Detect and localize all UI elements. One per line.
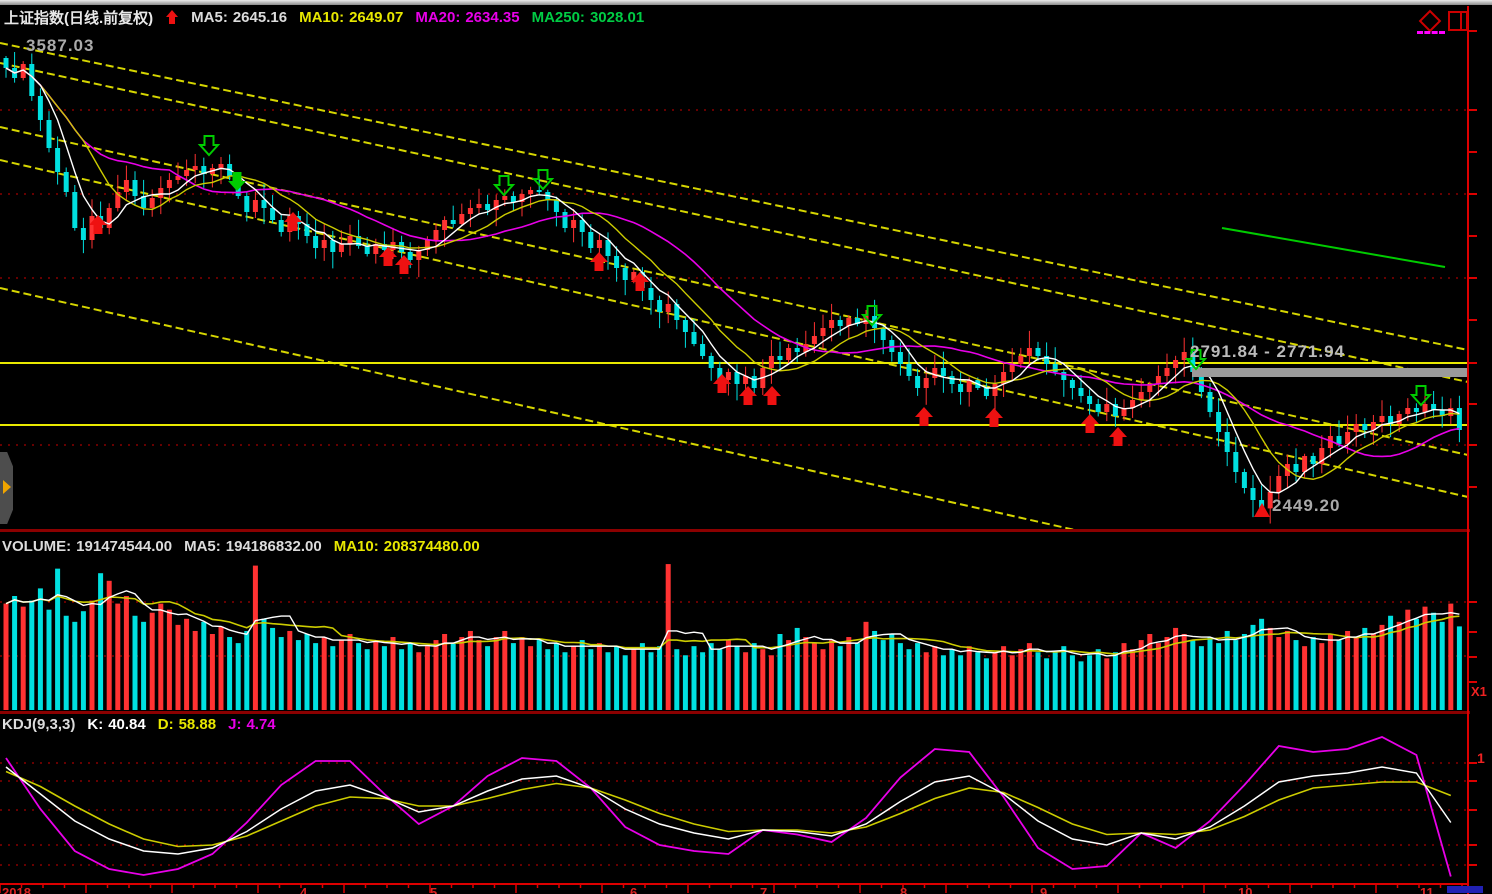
legend-vol-ma10-value: 208374480.00 — [383, 537, 480, 555]
date-axis-label-fragment: 6 — [630, 886, 638, 894]
price-label-high: 3587.03 — [26, 36, 95, 55]
legend-volume: VOLUME: 191474544.00 — [2, 538, 172, 555]
legend-vol-ma5-value: 194186832.00 — [225, 537, 322, 555]
legend-j: J: 4.74 — [228, 716, 276, 733]
window-tool-icon-divider — [1460, 13, 1462, 29]
date-axis-label-fragment: 9 — [1040, 886, 1048, 894]
legend-volume-label: VOLUME: — [2, 537, 72, 555]
legend-k: K: 40.84 — [87, 716, 145, 733]
kdj-header: KDJ(9,3,3) K: 40.84 D: 58.88 J: 4.74 — [2, 714, 276, 734]
expand-arrow-icon — [3, 480, 11, 494]
legend-ma20-value: 2634.35 — [465, 8, 520, 26]
legend-ma250: MA250: 3028.01 — [532, 9, 645, 26]
up-arrow-icon — [166, 10, 179, 24]
legend-j-label: J: — [228, 715, 242, 733]
legend-d-value: 58.88 — [178, 715, 217, 733]
window-tool-icon[interactable] — [1448, 11, 1468, 31]
legend-ma10: MA10: 2649.07 — [299, 9, 403, 26]
date-axis-label-fragment: 5 — [430, 886, 438, 894]
legend-vol-ma10-label: MA10: — [333, 537, 379, 555]
magenta-dash-legend-icon — [1417, 31, 1445, 34]
kdj-indicator-name: KDJ(9,3,3) — [2, 715, 76, 733]
legend-ma5: MA5: 2645.16 — [191, 9, 287, 26]
legend-ma10-value: 2649.07 — [349, 8, 404, 26]
price-label-low: 2449.20 — [1272, 496, 1341, 515]
legend-ma250-label: MA250: — [531, 8, 585, 26]
chart-title: 上证指数(日线.前复权) — [4, 9, 154, 27]
legend-ma20: MA20: 2634.35 — [415, 9, 519, 26]
horizontal-scrollbar-thumb[interactable] — [1447, 886, 1483, 893]
legend-k-value: 40.84 — [108, 715, 146, 733]
volume-header: VOLUME: 191474544.00 MA5: 194186832.00 M… — [2, 536, 480, 556]
sidebar-expand-tab[interactable] — [0, 452, 13, 524]
date-axis-label-fragment: 10 — [1238, 886, 1253, 894]
date-axis-label-fragment: 7 — [760, 886, 768, 894]
legend-vol-ma5-label: MA5: — [184, 537, 221, 555]
legend-volume-value: 191474544.00 — [76, 537, 173, 555]
date-axis-label-fragment: 11 — [1420, 886, 1434, 894]
legend-j-value: 4.74 — [246, 715, 276, 733]
legend-vol-ma10: MA10: 208374480.00 — [334, 538, 480, 555]
kdj-axis-label-fragment: 1 — [1477, 750, 1485, 766]
legend-d: D: 58.88 — [158, 716, 216, 733]
main-chart-header: 上证指数(日线.前复权) MA5: 2645.16 MA10: 2649.07 … — [4, 7, 644, 27]
date-axis-label-fragment: 8 — [900, 886, 908, 894]
legend-ma20-label: MA20: — [415, 8, 461, 26]
window-top-edge — [0, 0, 1492, 5]
legend-ma5-label: MA5: — [191, 8, 228, 26]
volume-scale-label: X1 — [1471, 684, 1487, 699]
date-axis-labels: 2018 4 5 6 7 8 9 10 11 — [0, 886, 1492, 894]
price-label-range: 2791.84 - 2771.94 — [1190, 342, 1346, 361]
legend-d-label: D: — [157, 715, 174, 733]
legend-k-label: K: — [87, 715, 104, 733]
legend-ma250-value: 3028.01 — [589, 8, 645, 26]
legend-ma5-value: 2645.16 — [232, 8, 288, 26]
date-axis-label-fragment: 4 — [300, 886, 308, 894]
date-axis-label-fragment: 2018 — [2, 886, 31, 894]
legend-ma10-label: MA10: — [299, 8, 345, 26]
legend-vol-ma5: MA5: 194186832.00 — [184, 538, 322, 555]
